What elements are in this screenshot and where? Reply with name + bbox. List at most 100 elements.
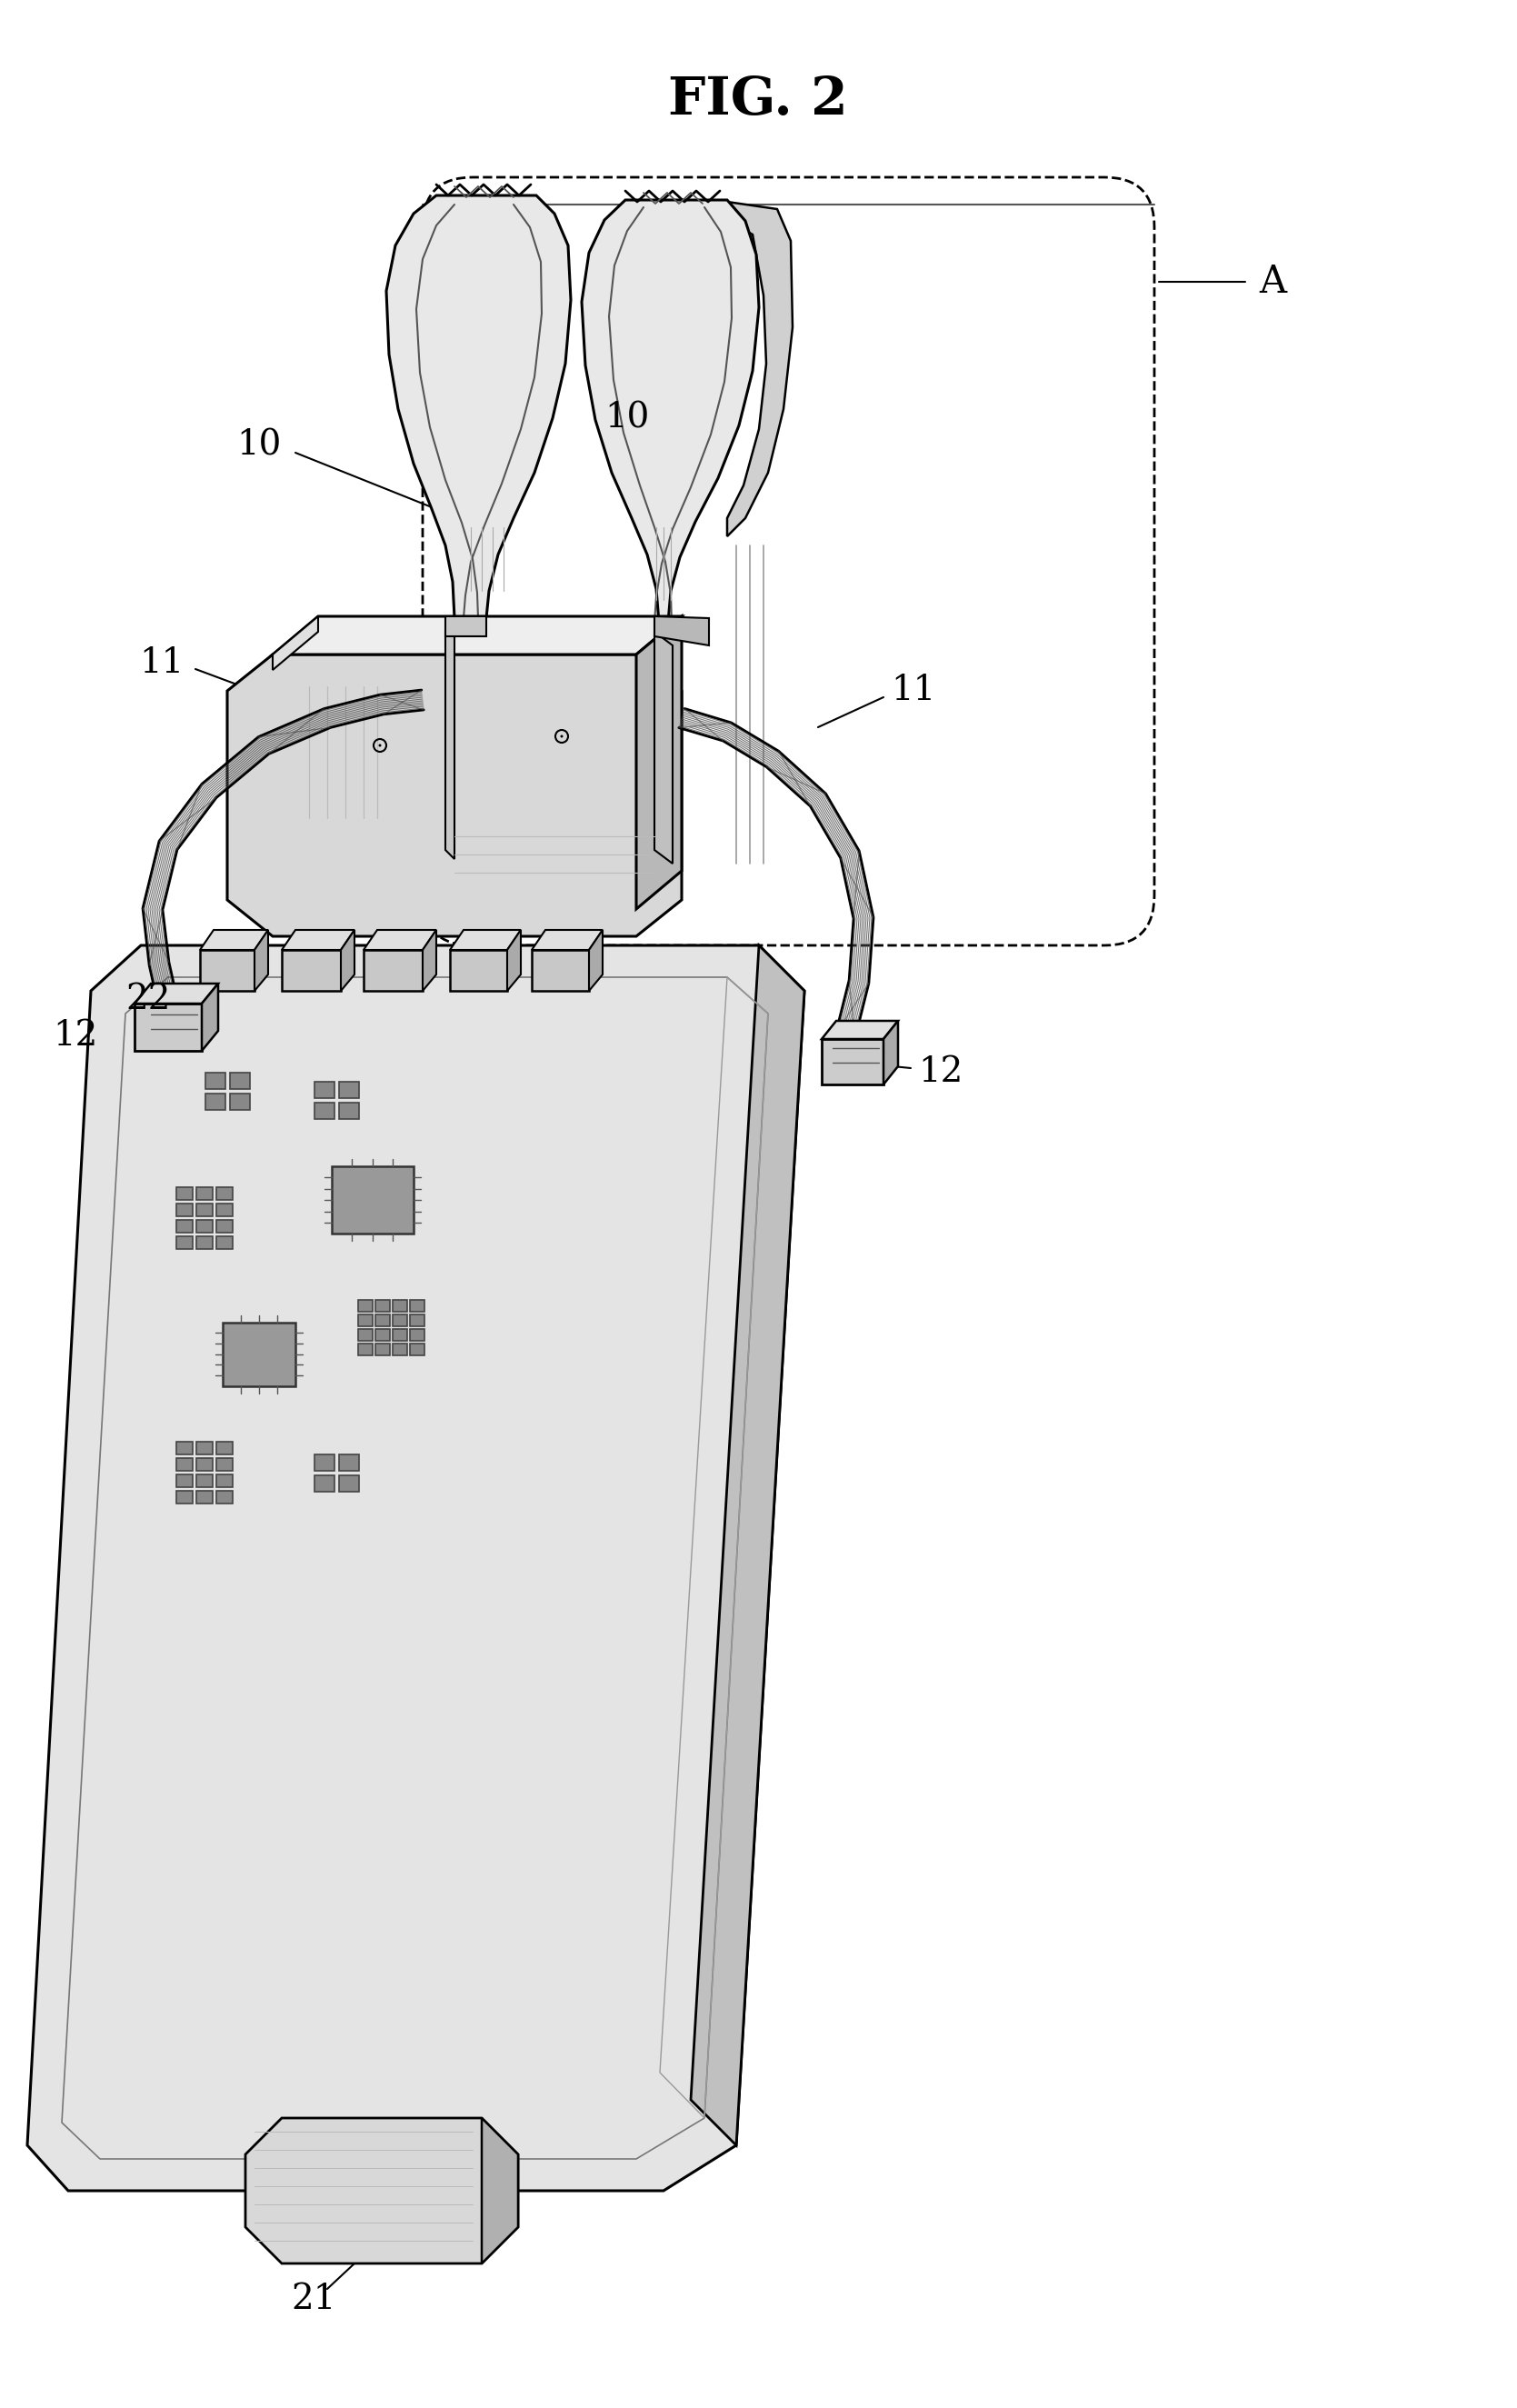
Polygon shape (200, 949, 255, 990)
Polygon shape (581, 200, 758, 624)
Polygon shape (451, 929, 520, 949)
Polygon shape (176, 1442, 193, 1454)
Polygon shape (589, 929, 602, 990)
Polygon shape (196, 1235, 212, 1250)
Polygon shape (393, 1329, 407, 1341)
Polygon shape (228, 655, 681, 937)
Polygon shape (423, 929, 437, 990)
Polygon shape (217, 1187, 232, 1199)
Polygon shape (364, 929, 437, 949)
Polygon shape (176, 1204, 193, 1216)
Polygon shape (314, 1476, 334, 1491)
Polygon shape (482, 2119, 519, 2264)
Polygon shape (375, 1329, 390, 1341)
Polygon shape (196, 1442, 212, 1454)
Polygon shape (273, 616, 319, 669)
Polygon shape (200, 929, 269, 949)
Polygon shape (387, 195, 570, 619)
Polygon shape (217, 1459, 232, 1471)
Polygon shape (217, 1491, 232, 1503)
Polygon shape (358, 1344, 373, 1356)
Polygon shape (314, 1081, 334, 1098)
Polygon shape (217, 1442, 232, 1454)
Polygon shape (176, 1491, 193, 1503)
Polygon shape (375, 1315, 390, 1327)
Polygon shape (135, 1004, 202, 1050)
Polygon shape (273, 616, 681, 655)
Polygon shape (341, 929, 355, 990)
Polygon shape (654, 631, 672, 864)
Polygon shape (822, 1038, 883, 1084)
Text: FIG. 2: FIG. 2 (667, 75, 848, 125)
Polygon shape (255, 929, 269, 990)
Circle shape (560, 734, 563, 737)
Polygon shape (217, 1221, 232, 1233)
Polygon shape (338, 1103, 360, 1120)
Text: 12: 12 (53, 1019, 99, 1052)
Polygon shape (176, 1187, 193, 1199)
Text: 10: 10 (605, 402, 649, 436)
Text: 12: 12 (918, 1055, 963, 1088)
Polygon shape (446, 631, 455, 860)
Polygon shape (375, 1300, 390, 1312)
Polygon shape (532, 949, 589, 990)
Polygon shape (205, 1072, 226, 1088)
Polygon shape (410, 1329, 425, 1341)
Polygon shape (338, 1476, 360, 1491)
Polygon shape (375, 1344, 390, 1356)
Polygon shape (231, 1072, 250, 1088)
Polygon shape (358, 1300, 373, 1312)
Polygon shape (314, 1103, 334, 1120)
Polygon shape (358, 1315, 373, 1327)
Polygon shape (532, 929, 602, 949)
Polygon shape (196, 1221, 212, 1233)
Polygon shape (217, 1235, 232, 1250)
Polygon shape (196, 1459, 212, 1471)
Polygon shape (654, 616, 708, 645)
Polygon shape (636, 616, 681, 910)
Polygon shape (217, 1474, 232, 1488)
Polygon shape (282, 929, 355, 949)
Polygon shape (446, 616, 487, 636)
Polygon shape (393, 1300, 407, 1312)
Polygon shape (690, 946, 804, 2146)
Polygon shape (364, 949, 423, 990)
Polygon shape (176, 1235, 193, 1250)
Polygon shape (314, 1454, 334, 1471)
Polygon shape (822, 1021, 898, 1038)
Text: 21: 21 (291, 2283, 337, 2316)
Polygon shape (196, 1204, 212, 1216)
Polygon shape (196, 1187, 212, 1199)
Polygon shape (223, 1322, 296, 1387)
Text: A: A (1259, 262, 1286, 301)
Polygon shape (231, 1093, 250, 1110)
Polygon shape (393, 1315, 407, 1327)
Polygon shape (196, 1474, 212, 1488)
Polygon shape (196, 1491, 212, 1503)
Polygon shape (451, 949, 507, 990)
Polygon shape (176, 1474, 193, 1488)
Polygon shape (282, 949, 341, 990)
Polygon shape (358, 1329, 373, 1341)
Polygon shape (217, 1204, 232, 1216)
Polygon shape (393, 1344, 407, 1356)
Circle shape (379, 744, 381, 746)
Polygon shape (410, 1315, 425, 1327)
Polygon shape (332, 1165, 414, 1233)
Polygon shape (135, 982, 218, 1004)
Polygon shape (27, 946, 804, 2191)
Polygon shape (727, 202, 792, 537)
Polygon shape (410, 1300, 425, 1312)
Polygon shape (410, 1344, 425, 1356)
Polygon shape (883, 1021, 898, 1084)
Polygon shape (246, 2119, 519, 2264)
Text: 11: 11 (140, 648, 184, 681)
Polygon shape (338, 1454, 360, 1471)
Text: 11: 11 (890, 674, 936, 708)
Polygon shape (176, 1459, 193, 1471)
Polygon shape (507, 929, 520, 990)
Text: 10: 10 (237, 429, 282, 462)
Text: 22: 22 (126, 982, 171, 1016)
Polygon shape (205, 1093, 226, 1110)
Polygon shape (338, 1081, 360, 1098)
